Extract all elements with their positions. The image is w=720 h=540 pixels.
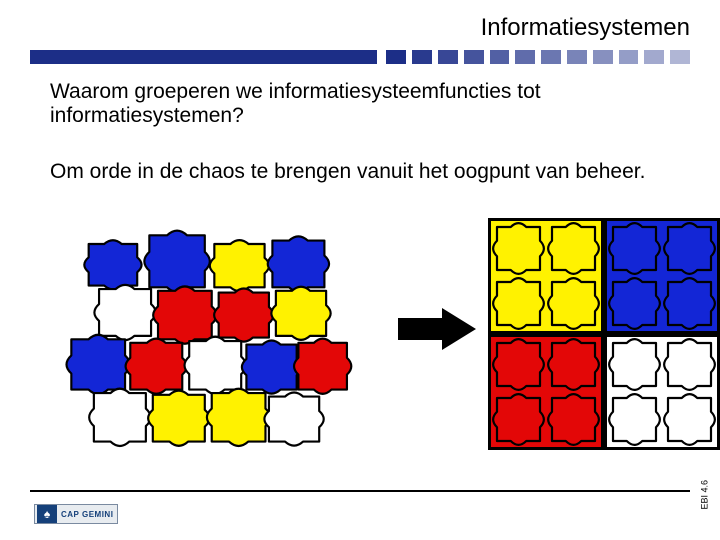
puzzle-piece [271, 287, 330, 340]
accent-bar-segment [412, 50, 432, 64]
capgemini-logo: ♠ CAP GEMINI [34, 504, 118, 524]
ordered-cell [488, 218, 604, 334]
puzzle-piece [268, 236, 329, 291]
puzzle-piece [207, 389, 270, 446]
puzzle-piece [144, 231, 209, 292]
slide-question: Waarom groeperen we informatiesysteemfun… [50, 80, 680, 128]
slide-answer: Om orde in de chaos te brengen vanuit he… [50, 160, 680, 184]
puzzle-piece [89, 389, 150, 446]
accent-bar-segment [438, 50, 458, 64]
footer-divider [30, 490, 690, 492]
accent-bar-segment [464, 50, 484, 64]
puzzle-piece [153, 286, 216, 343]
arrow-icon [398, 308, 476, 350]
chaos-puzzle-pile [50, 218, 370, 478]
accent-bar-segment [619, 50, 639, 64]
accent-bar-segment [386, 50, 406, 64]
logo-text: CAP GEMINI [61, 510, 113, 519]
puzzle-piece [214, 288, 273, 341]
puzzle-piece [84, 240, 141, 289]
slide: Informatiesystemen Waarom groeperen we i… [0, 0, 720, 540]
ordered-cell [488, 334, 604, 450]
ordered-grid [488, 218, 720, 450]
puzzle-piece [210, 240, 269, 291]
puzzle-piece [264, 392, 323, 445]
accent-bar-segment [541, 50, 561, 64]
accent-bar-segment [515, 50, 535, 64]
ordered-cell [604, 334, 720, 450]
puzzle-piece [242, 340, 301, 393]
accent-bar-segment [593, 50, 613, 64]
accent-bar-segment [670, 50, 690, 64]
spade-icon: ♠ [37, 505, 57, 523]
puzzle-piece [66, 335, 129, 394]
slide-graphic [50, 218, 680, 478]
puzzle-piece [126, 339, 187, 394]
puzzle-piece [148, 391, 209, 446]
puzzle-piece [94, 285, 155, 340]
puzzle-piece [185, 337, 246, 394]
accent-bar-segment [567, 50, 587, 64]
accent-bar [30, 50, 690, 64]
slide-code: EBI 4.6 [700, 480, 710, 510]
ordered-cell [604, 218, 720, 334]
puzzle-piece [294, 339, 351, 394]
accent-bar-segment [644, 50, 664, 64]
slide-title: Informatiesystemen [481, 14, 690, 42]
accent-bar-segment [490, 50, 510, 64]
accent-bar-solid [30, 50, 377, 64]
